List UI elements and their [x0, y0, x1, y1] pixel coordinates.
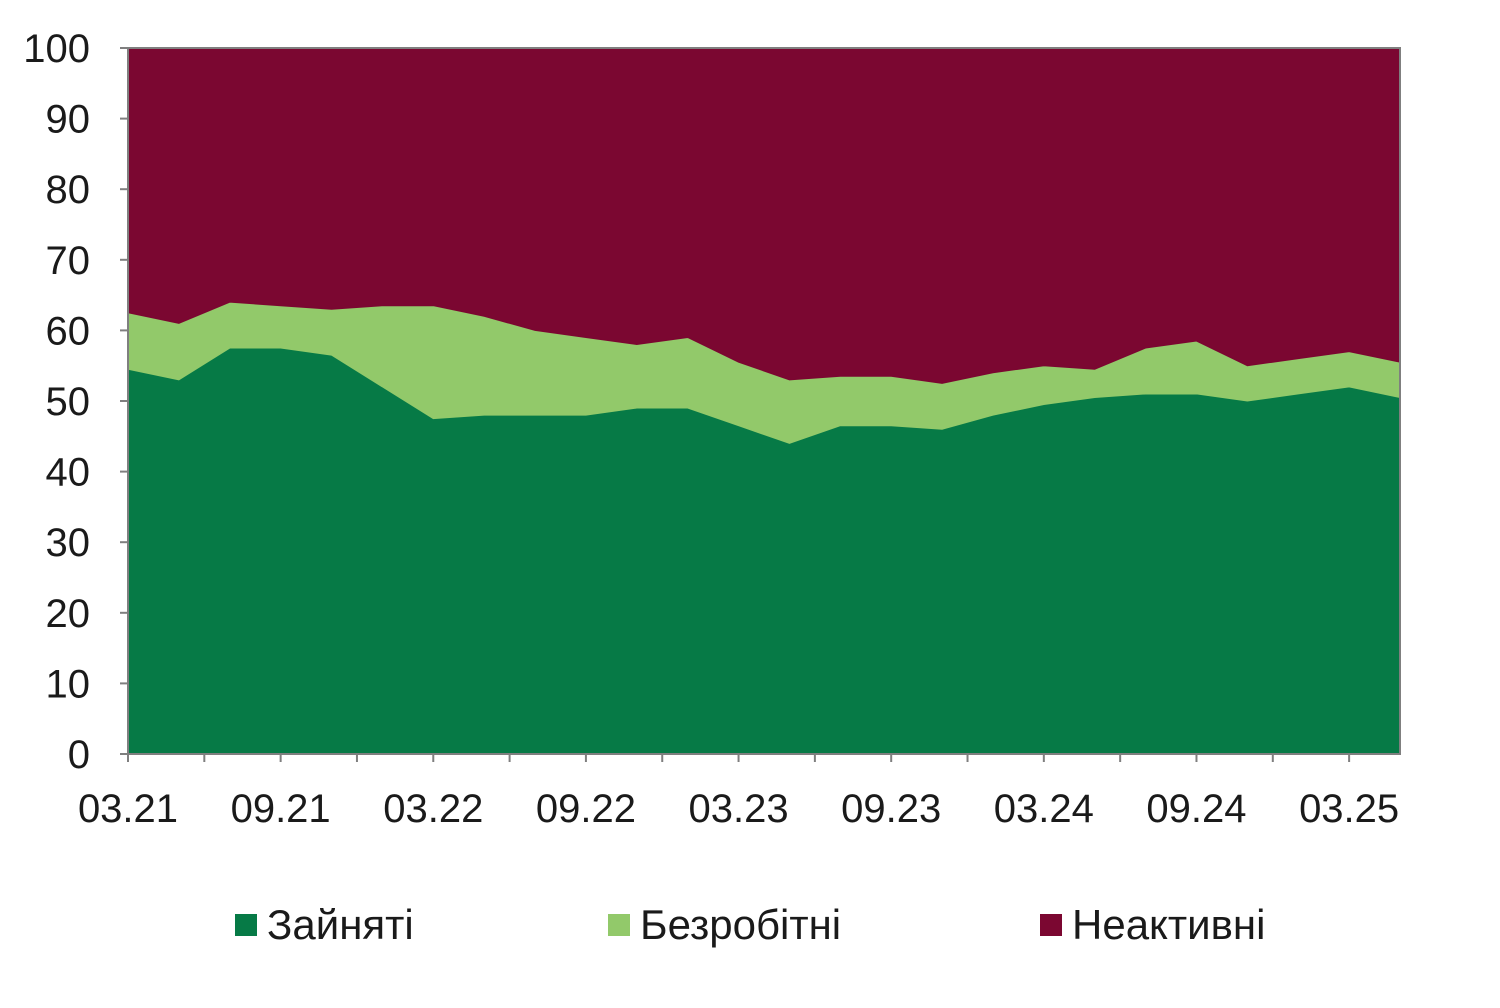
y-tick-label: 90 — [46, 98, 91, 142]
legend-swatch-unemployed — [608, 914, 630, 936]
legend-item-employed: Зайняті — [235, 890, 414, 960]
y-tick-label: 100 — [23, 27, 90, 71]
x-tick-label: 03.23 — [689, 787, 789, 831]
y-tick-label: 20 — [46, 592, 91, 636]
x-tick-label: 09.22 — [536, 787, 636, 831]
y-tick-label: 50 — [46, 380, 91, 424]
x-tick-label: 03.21 — [78, 787, 178, 831]
legend-label-employed: Зайняті — [267, 901, 414, 948]
stacked-area-chart: 0 10 20 30 40 50 60 70 80 90 100 03.21 09.21 03.22 09… — [23, 27, 1401, 831]
y-tick-label: 10 — [46, 662, 91, 706]
legend-label-unemployed: Безробітні — [640, 901, 842, 948]
legend-label-inactive: Неактивні — [1072, 901, 1266, 948]
y-tick-label: 70 — [46, 239, 91, 283]
y-tick-label: 40 — [46, 451, 91, 495]
y-tick-label: 80 — [46, 168, 91, 212]
axes — [120, 47, 1401, 762]
area-layers — [127, 47, 1401, 755]
x-axis-tick-labels: 03.21 09.21 03.22 09.22 03.23 09.23 03.24 09.24… — [78, 787, 1399, 831]
x-tick-label: 03.25 — [1299, 787, 1399, 831]
y-tick-label: 0 — [68, 733, 90, 777]
legend-swatch-inactive — [1040, 914, 1062, 936]
y-tick-label: 30 — [46, 521, 91, 565]
chart-legend: Зайняті Безробітні Неактивні — [0, 890, 1500, 960]
y-axis-tick-labels: 0 10 20 30 40 50 60 70 80 90 100 — [23, 27, 90, 777]
x-tick-label: 03.24 — [994, 787, 1094, 831]
y-tick-label: 60 — [46, 309, 91, 353]
x-tick-label: 09.23 — [841, 787, 941, 831]
x-tick-label: 03.22 — [383, 787, 483, 831]
legend-item-unemployed: Безробітні — [608, 890, 841, 960]
legend-item-inactive: Неактивні — [1040, 890, 1265, 960]
x-tick-label: 09.24 — [1146, 787, 1246, 831]
legend-swatch-employed — [235, 914, 257, 936]
x-tick-label: 09.21 — [231, 787, 331, 831]
